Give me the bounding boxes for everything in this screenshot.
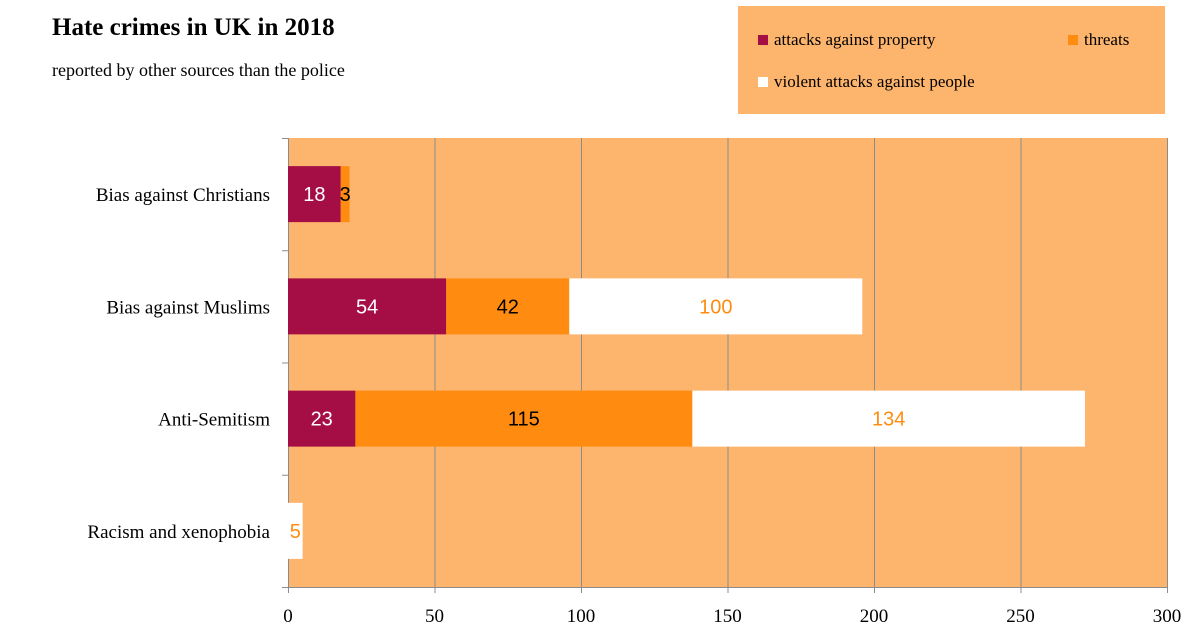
legend-item-property: attacks against property: [758, 30, 935, 50]
legend-swatch-property: [758, 35, 768, 45]
bar-s1-c0: [340, 166, 350, 223]
category-label-1: Bias against Muslims: [106, 297, 270, 318]
chart-subtitle: reported by other sources than the polic…: [52, 60, 345, 80]
x-tick-label-300: 300: [1153, 606, 1182, 627]
bar-s0-c1: [288, 278, 447, 335]
x-tick-label-250: 250: [1006, 606, 1035, 627]
bar-s2-c1: [569, 278, 863, 335]
bar-s2-c3: [288, 502, 303, 559]
x-tick-label-0: 0: [283, 606, 293, 627]
data-label-s2-c2: 134: [872, 409, 905, 431]
legend-label-threats: threats: [1084, 30, 1130, 49]
data-label-s2-c1: 100: [699, 296, 732, 318]
bar-s0-c0: [288, 166, 341, 223]
data-label-s1-c1: 42: [497, 296, 519, 318]
bar-s2-c2: [692, 390, 1085, 447]
bar-s1-c2: [355, 390, 693, 447]
data-label-s0-c2: 23: [311, 409, 333, 431]
bar-s1-c1: [446, 278, 570, 335]
data-label-s1-c2: 115: [508, 409, 540, 431]
category-label-2: Anti-Semitism: [158, 410, 270, 431]
chart-title: Hate crimes in UK in 2018: [52, 14, 335, 41]
legend-swatch-violent: [758, 77, 768, 87]
chart-legend: attacks against property threats violent…: [738, 6, 1165, 114]
legend-item-threats: threats: [1068, 30, 1129, 50]
legend-item-violent: violent attacks against people: [758, 72, 975, 92]
data-label-s0-c1: 54: [356, 296, 378, 318]
legend-swatch-threats: [1068, 35, 1078, 45]
x-tick-label-100: 100: [567, 606, 596, 627]
bar-s0-c2: [288, 390, 356, 447]
category-label-3: Racism and xenophobia: [87, 522, 270, 543]
data-label-s2-c3: 5: [290, 521, 301, 543]
x-tick-label-50: 50: [425, 606, 444, 627]
data-label-s1-c0: 3: [340, 184, 351, 206]
x-tick-label-150: 150: [713, 606, 742, 627]
legend-label-property: attacks against property: [774, 30, 936, 49]
legend-label-violent: violent attacks against people: [774, 72, 975, 91]
data-label-s0-c0: 18: [303, 184, 325, 206]
x-tick-label-200: 200: [860, 606, 889, 627]
category-label-0: Bias against Christians: [96, 185, 270, 206]
